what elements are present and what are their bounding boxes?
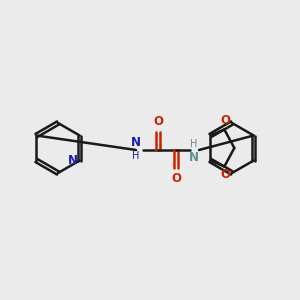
Text: O: O — [171, 172, 181, 185]
Text: H: H — [190, 139, 198, 149]
Text: N: N — [68, 154, 78, 167]
Text: O: O — [220, 169, 230, 182]
Text: O: O — [153, 115, 163, 128]
Text: N: N — [131, 136, 141, 149]
Text: H: H — [132, 151, 140, 161]
Text: N: N — [189, 151, 199, 164]
Text: O: O — [220, 115, 230, 128]
